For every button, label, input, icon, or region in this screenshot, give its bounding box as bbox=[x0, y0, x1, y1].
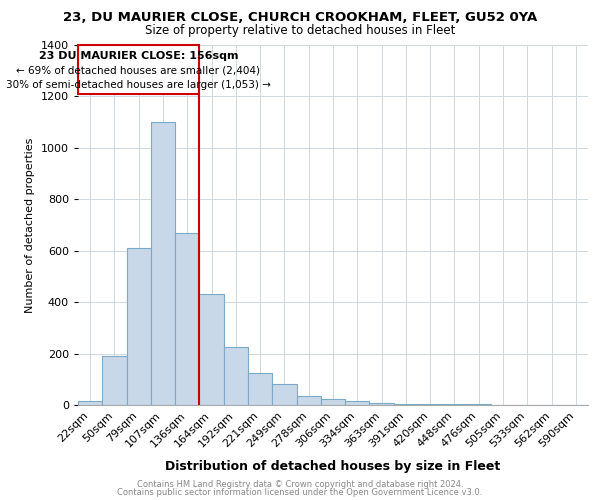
Bar bbox=[102, 356, 127, 405]
Text: Contains HM Land Registry data © Crown copyright and database right 2024.: Contains HM Land Registry data © Crown c… bbox=[137, 480, 463, 489]
Bar bbox=[224, 347, 248, 405]
Text: ← 69% of detached houses are smaller (2,404): ← 69% of detached houses are smaller (2,… bbox=[16, 66, 260, 76]
Bar bbox=[175, 232, 199, 405]
Text: Size of property relative to detached houses in Fleet: Size of property relative to detached ho… bbox=[145, 24, 455, 37]
Bar bbox=[321, 398, 345, 405]
Bar bbox=[127, 248, 151, 405]
Bar bbox=[248, 373, 272, 405]
Text: 30% of semi-detached houses are larger (1,053) →: 30% of semi-detached houses are larger (… bbox=[6, 80, 271, 90]
Y-axis label: Number of detached properties: Number of detached properties bbox=[25, 138, 35, 312]
Bar bbox=[151, 122, 175, 405]
Bar bbox=[345, 401, 370, 405]
X-axis label: Distribution of detached houses by size in Fleet: Distribution of detached houses by size … bbox=[166, 460, 500, 473]
FancyBboxPatch shape bbox=[78, 45, 199, 94]
Text: Contains public sector information licensed under the Open Government Licence v3: Contains public sector information licen… bbox=[118, 488, 482, 497]
Bar bbox=[272, 384, 296, 405]
Bar bbox=[442, 404, 467, 405]
Bar bbox=[394, 404, 418, 405]
Bar bbox=[199, 294, 224, 405]
Bar bbox=[78, 401, 102, 405]
Text: 23, DU MAURIER CLOSE, CHURCH CROOKHAM, FLEET, GU52 0YA: 23, DU MAURIER CLOSE, CHURCH CROOKHAM, F… bbox=[63, 11, 537, 24]
Text: 23 DU MAURIER CLOSE: 156sqm: 23 DU MAURIER CLOSE: 156sqm bbox=[39, 50, 238, 60]
Bar bbox=[370, 403, 394, 405]
Bar bbox=[296, 396, 321, 405]
Bar bbox=[418, 404, 442, 405]
Bar bbox=[467, 404, 491, 405]
